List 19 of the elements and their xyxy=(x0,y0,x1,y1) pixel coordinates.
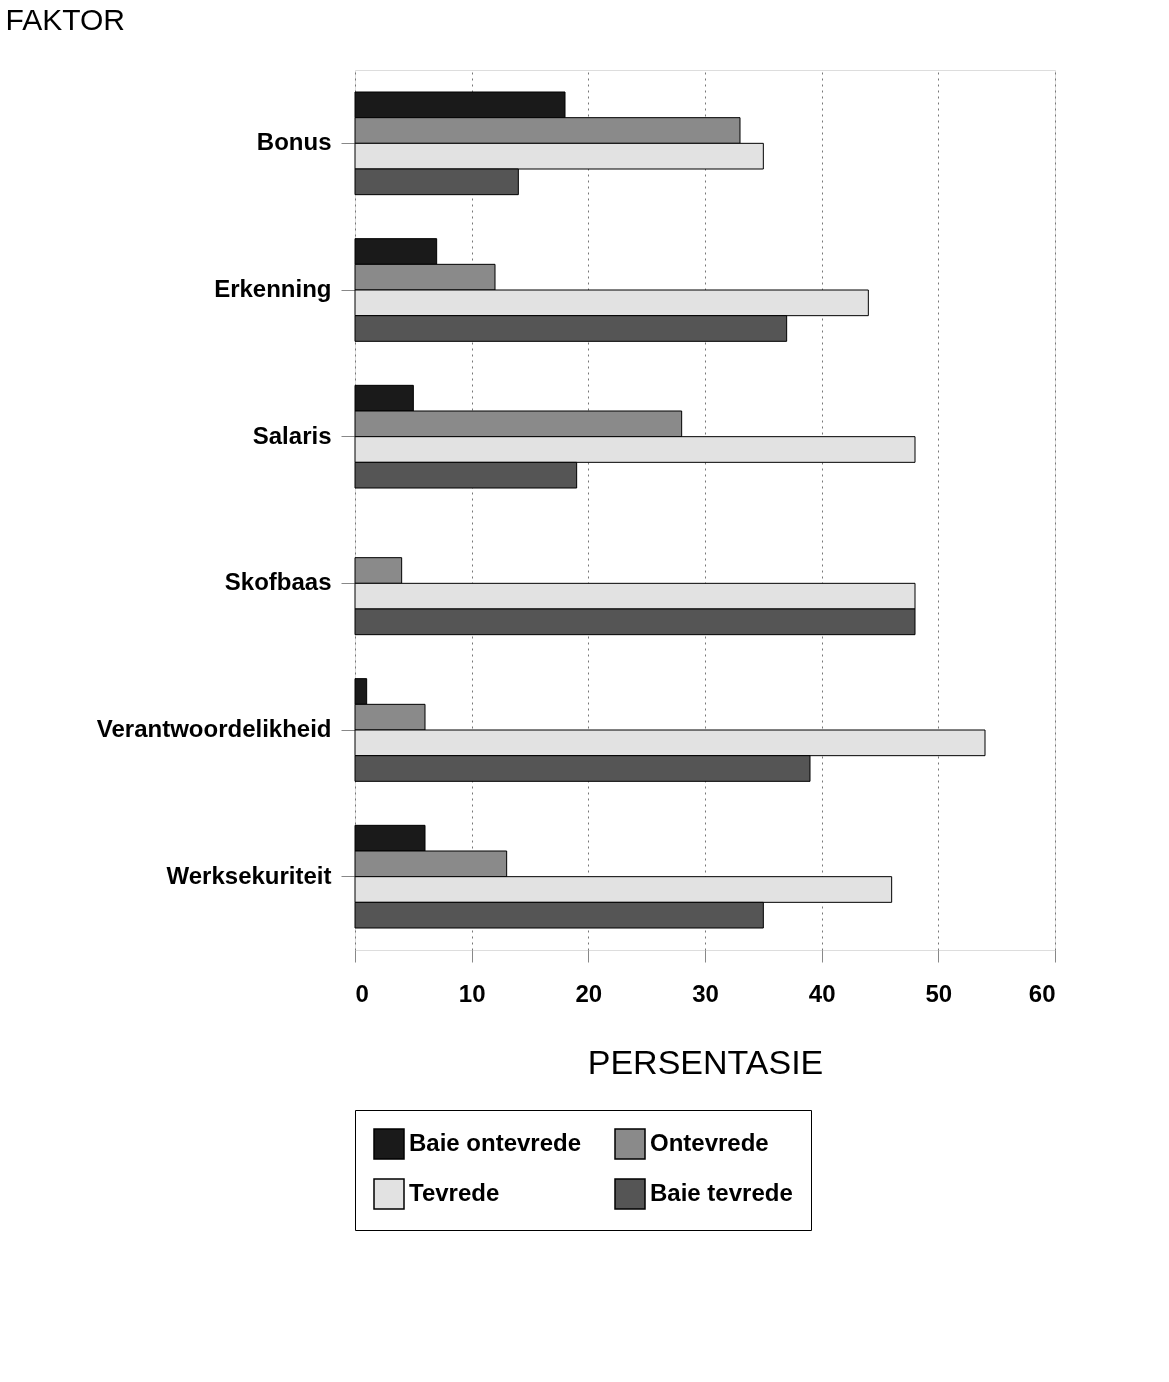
y-tick-label: Bonus xyxy=(256,128,332,156)
y-tick-label: Erkenning xyxy=(214,275,332,302)
x-tick-label: 20 xyxy=(575,979,603,1007)
y-tick-label: Skofbaas xyxy=(224,568,332,596)
legend-label: Ontevrede xyxy=(650,1129,769,1156)
x-tick-label: 30 xyxy=(692,979,719,1007)
x-tick-label: 10 xyxy=(458,979,486,1007)
x-tick-label: 50 xyxy=(925,979,953,1007)
y-tick-label: Verantwoordelikheid xyxy=(96,715,332,742)
legend-label: Baie ontevrede xyxy=(409,1129,582,1156)
y-tick-label: Werksekuriteit xyxy=(166,861,332,889)
x-axis-title: PERSENTASIE xyxy=(587,1042,824,1081)
legend-label: Baie tevrede xyxy=(650,1179,793,1206)
x-tick-label: 40 xyxy=(808,979,836,1007)
legend-label: Tevrede xyxy=(409,1179,500,1206)
y-tick-label: Salaris xyxy=(252,421,332,449)
x-tick-label: 60 xyxy=(1028,979,1056,1007)
y-axis-title: FAKTOR xyxy=(5,2,125,36)
x-tick-label: 0 xyxy=(355,979,369,1007)
